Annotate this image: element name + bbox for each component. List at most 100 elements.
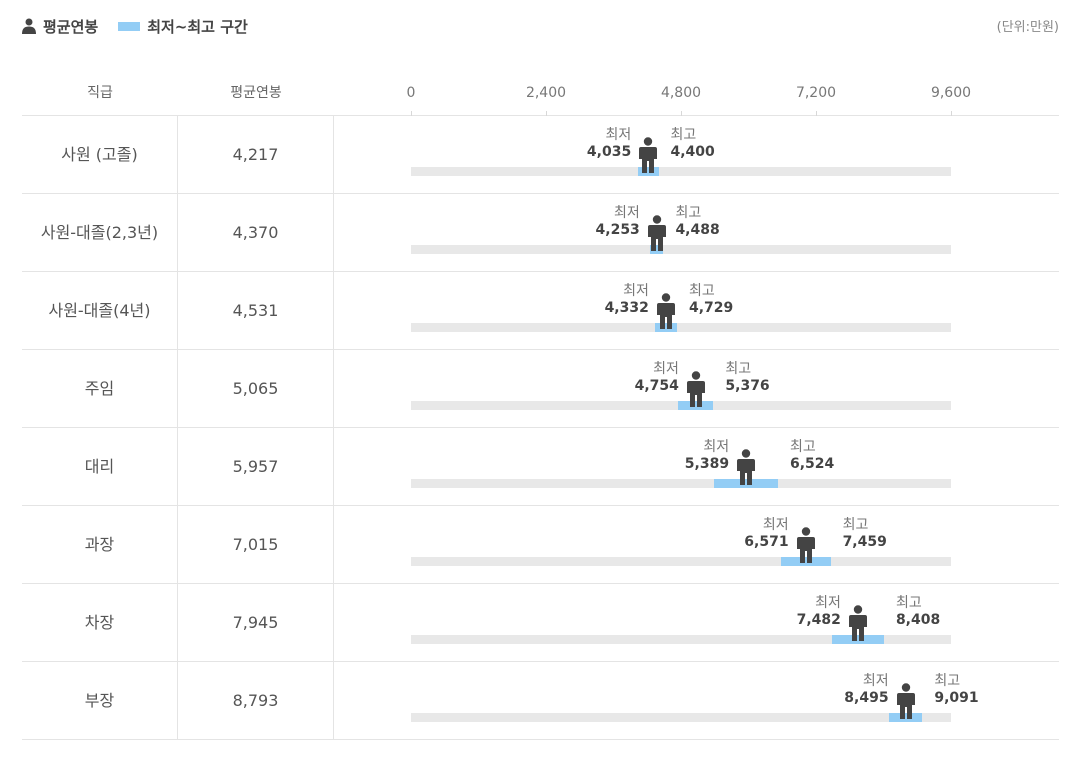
person-icon: [686, 371, 706, 407]
avg-cell: 4,531: [178, 272, 334, 349]
min-caption: 최저: [703, 439, 730, 455]
min-value: 6,571: [744, 534, 789, 550]
rank-cell: 사원-대졸(2,3년): [22, 194, 178, 271]
range-bar: [654, 323, 677, 332]
table-body: 사원 (고졸) 4,217 최저 4,035 최고 4,400 사원-대졸(2,3년) 4,3…: [22, 116, 1059, 740]
min-label: 최저 8,495: [844, 673, 888, 707]
rank-cell: 대리: [22, 428, 178, 505]
max-label: 최고 8,408: [896, 595, 940, 629]
min-caption: 최저: [762, 517, 789, 533]
max-caption: 최고: [675, 205, 702, 221]
avg-cell: 5,065: [178, 350, 334, 427]
avg-cell: 4,370: [178, 194, 334, 271]
table-row: 대리 5,957 최저 5,389 최고 6,524: [22, 428, 1059, 506]
max-caption: 최고: [934, 673, 961, 689]
avg-cell: 4,217: [178, 116, 334, 193]
max-caption: 최고: [670, 127, 697, 143]
x-tick-label: 4,800: [660, 85, 702, 101]
min-value: 4,332: [604, 300, 649, 316]
rank-cell: 과장: [22, 506, 178, 583]
table-row: 사원-대졸(2,3년) 4,370 최저 4,253 최고 4,488: [22, 194, 1059, 272]
min-label: 최저 5,389: [685, 439, 729, 473]
rank-cell: 주임: [22, 350, 178, 427]
person-icon: [848, 605, 868, 641]
range-track: [411, 635, 951, 644]
max-caption: 최고: [725, 361, 752, 377]
salary-table: 직급 평균연봉 0 2,400 4,800 7,200 9,600 사원 (고졸) 4,2…: [22, 72, 1059, 740]
min-caption: 최저: [653, 361, 679, 377]
avg-cell: 7,945: [178, 584, 334, 661]
range-track: [411, 167, 951, 176]
legend-avg-label: 평균연봉: [43, 17, 99, 36]
rank-cell: 부장: [22, 662, 178, 739]
range-bar: [650, 245, 664, 254]
legend-range-label: 최저~최고 구간: [147, 17, 248, 36]
min-label: 최저 4,332: [605, 283, 649, 317]
person-icon: [638, 137, 658, 173]
legend: 평균연봉 최저~최고 구간: [22, 14, 262, 38]
max-caption: 최고: [895, 595, 922, 611]
header-avg: 평균연봉: [230, 85, 282, 101]
range-track: [411, 713, 951, 722]
range-track: [411, 557, 951, 566]
rank-cell: 차장: [22, 584, 178, 661]
max-value: 7,459: [842, 534, 887, 550]
x-tick-mark: [816, 111, 817, 116]
max-value: 5,376: [725, 378, 770, 394]
header-rank: 직급: [87, 85, 113, 101]
x-tick-label: 0: [406, 85, 416, 101]
min-label: 최저 4,754: [635, 361, 679, 395]
max-label: 최고 6,524: [790, 439, 834, 473]
range-bar: [637, 167, 659, 176]
range-track: [411, 323, 951, 332]
max-value: 4,729: [689, 300, 734, 316]
range-bar: [831, 635, 884, 644]
min-caption: 최저: [862, 673, 889, 689]
x-tick-label: 2,400: [525, 85, 567, 101]
legend-avg: 평균연봉: [22, 16, 98, 37]
table-row: 부장 8,793 최저 8,495 최고 9,091: [22, 662, 1059, 740]
person-icon: [896, 683, 916, 719]
max-label: 최고 9,091: [934, 673, 978, 707]
avg-cell: 5,957: [178, 428, 334, 505]
max-value: 4,400: [670, 144, 715, 160]
rank-cell: 사원 (고졸): [22, 116, 178, 193]
person-icon: [647, 215, 667, 251]
table-row: 사원 (고졸) 4,217 최저 4,035 최고 4,400: [22, 116, 1059, 194]
table-row: 사원-대졸(4년) 4,531 최저 4,332 최고 4,729: [22, 272, 1059, 350]
max-caption: 최고: [842, 517, 869, 533]
max-caption: 최고: [789, 439, 816, 455]
min-value: 4,253: [595, 222, 640, 238]
min-value: 8,495: [844, 690, 889, 706]
max-label: 최고 4,400: [671, 127, 715, 161]
min-value: 7,482: [796, 612, 841, 628]
range-track: [411, 245, 951, 254]
legend-range: 최저~최고 구간: [118, 16, 248, 37]
max-label: 최고 4,729: [689, 283, 733, 317]
x-tick-mark: [546, 111, 547, 116]
person-icon: [22, 18, 36, 34]
rank-cell: 사원-대졸(4년): [22, 272, 178, 349]
min-label: 최저 6,571: [744, 517, 788, 551]
avg-cell: 7,015: [178, 506, 334, 583]
table-row: 차장 7,945 최저 7,482 최고 8,408: [22, 584, 1059, 662]
person-icon: [796, 527, 816, 563]
range-bar: [714, 479, 778, 488]
max-value: 6,524: [789, 456, 835, 472]
table-header: 직급 평균연봉 0 2,400 4,800 7,200 9,600: [22, 72, 1059, 116]
max-value: 9,091: [934, 690, 979, 706]
min-value: 5,389: [684, 456, 730, 472]
min-caption: 최저: [605, 127, 632, 143]
max-caption: 최고: [689, 283, 715, 299]
min-label: 최저 7,482: [797, 595, 841, 629]
table-row: 주임 5,065 최저 4,754 최고 5,376: [22, 350, 1059, 428]
avg-cell: 8,793: [178, 662, 334, 739]
max-label: 최고 4,488: [675, 205, 719, 239]
x-tick-mark: [681, 111, 682, 116]
min-caption: 최저: [614, 205, 640, 221]
person-icon: [656, 293, 676, 329]
min-label: 최저 4,035: [587, 127, 631, 161]
unit-label: (단위:만원): [996, 20, 1059, 35]
max-label: 최고 7,459: [843, 517, 887, 551]
range-bar: [780, 557, 831, 566]
